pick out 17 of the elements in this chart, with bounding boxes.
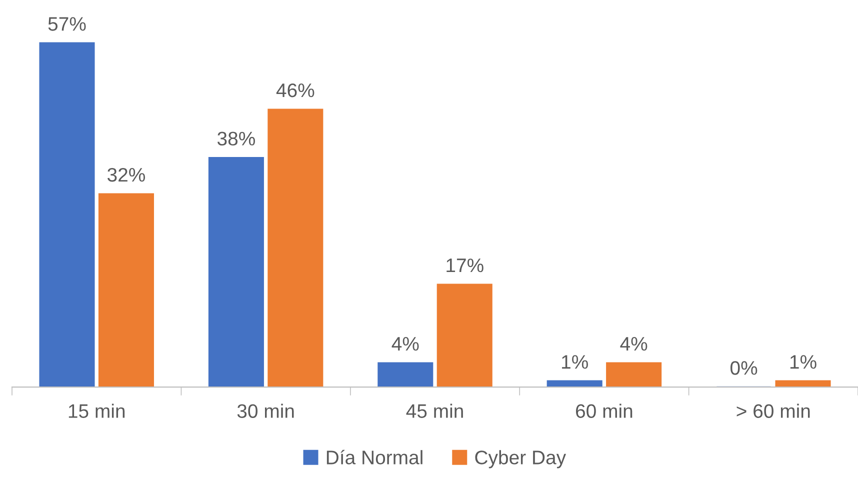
x-tick-label: > 60 min [736,404,810,418]
data-label: 0% [730,361,758,375]
data-label: 1% [562,355,588,369]
x-tick-label: 45 min [406,404,463,418]
x-tick-label: 15 min [68,404,125,418]
data-label: 17% [446,258,484,272]
x-tick-label: 60 min [576,404,632,418]
x-tick-label: 30 min [237,404,294,418]
data-label: 4% [620,337,648,351]
data-label: 38% [217,132,255,146]
legend-label: Día Normal [326,450,422,464]
data-label: 46% [276,83,314,98]
legend-label: Cyber Day [475,450,566,468]
data-label: 57% [48,17,86,31]
data-label: 32% [108,168,145,182]
data-label: 1% [790,355,816,369]
data-label: 4% [392,337,419,351]
